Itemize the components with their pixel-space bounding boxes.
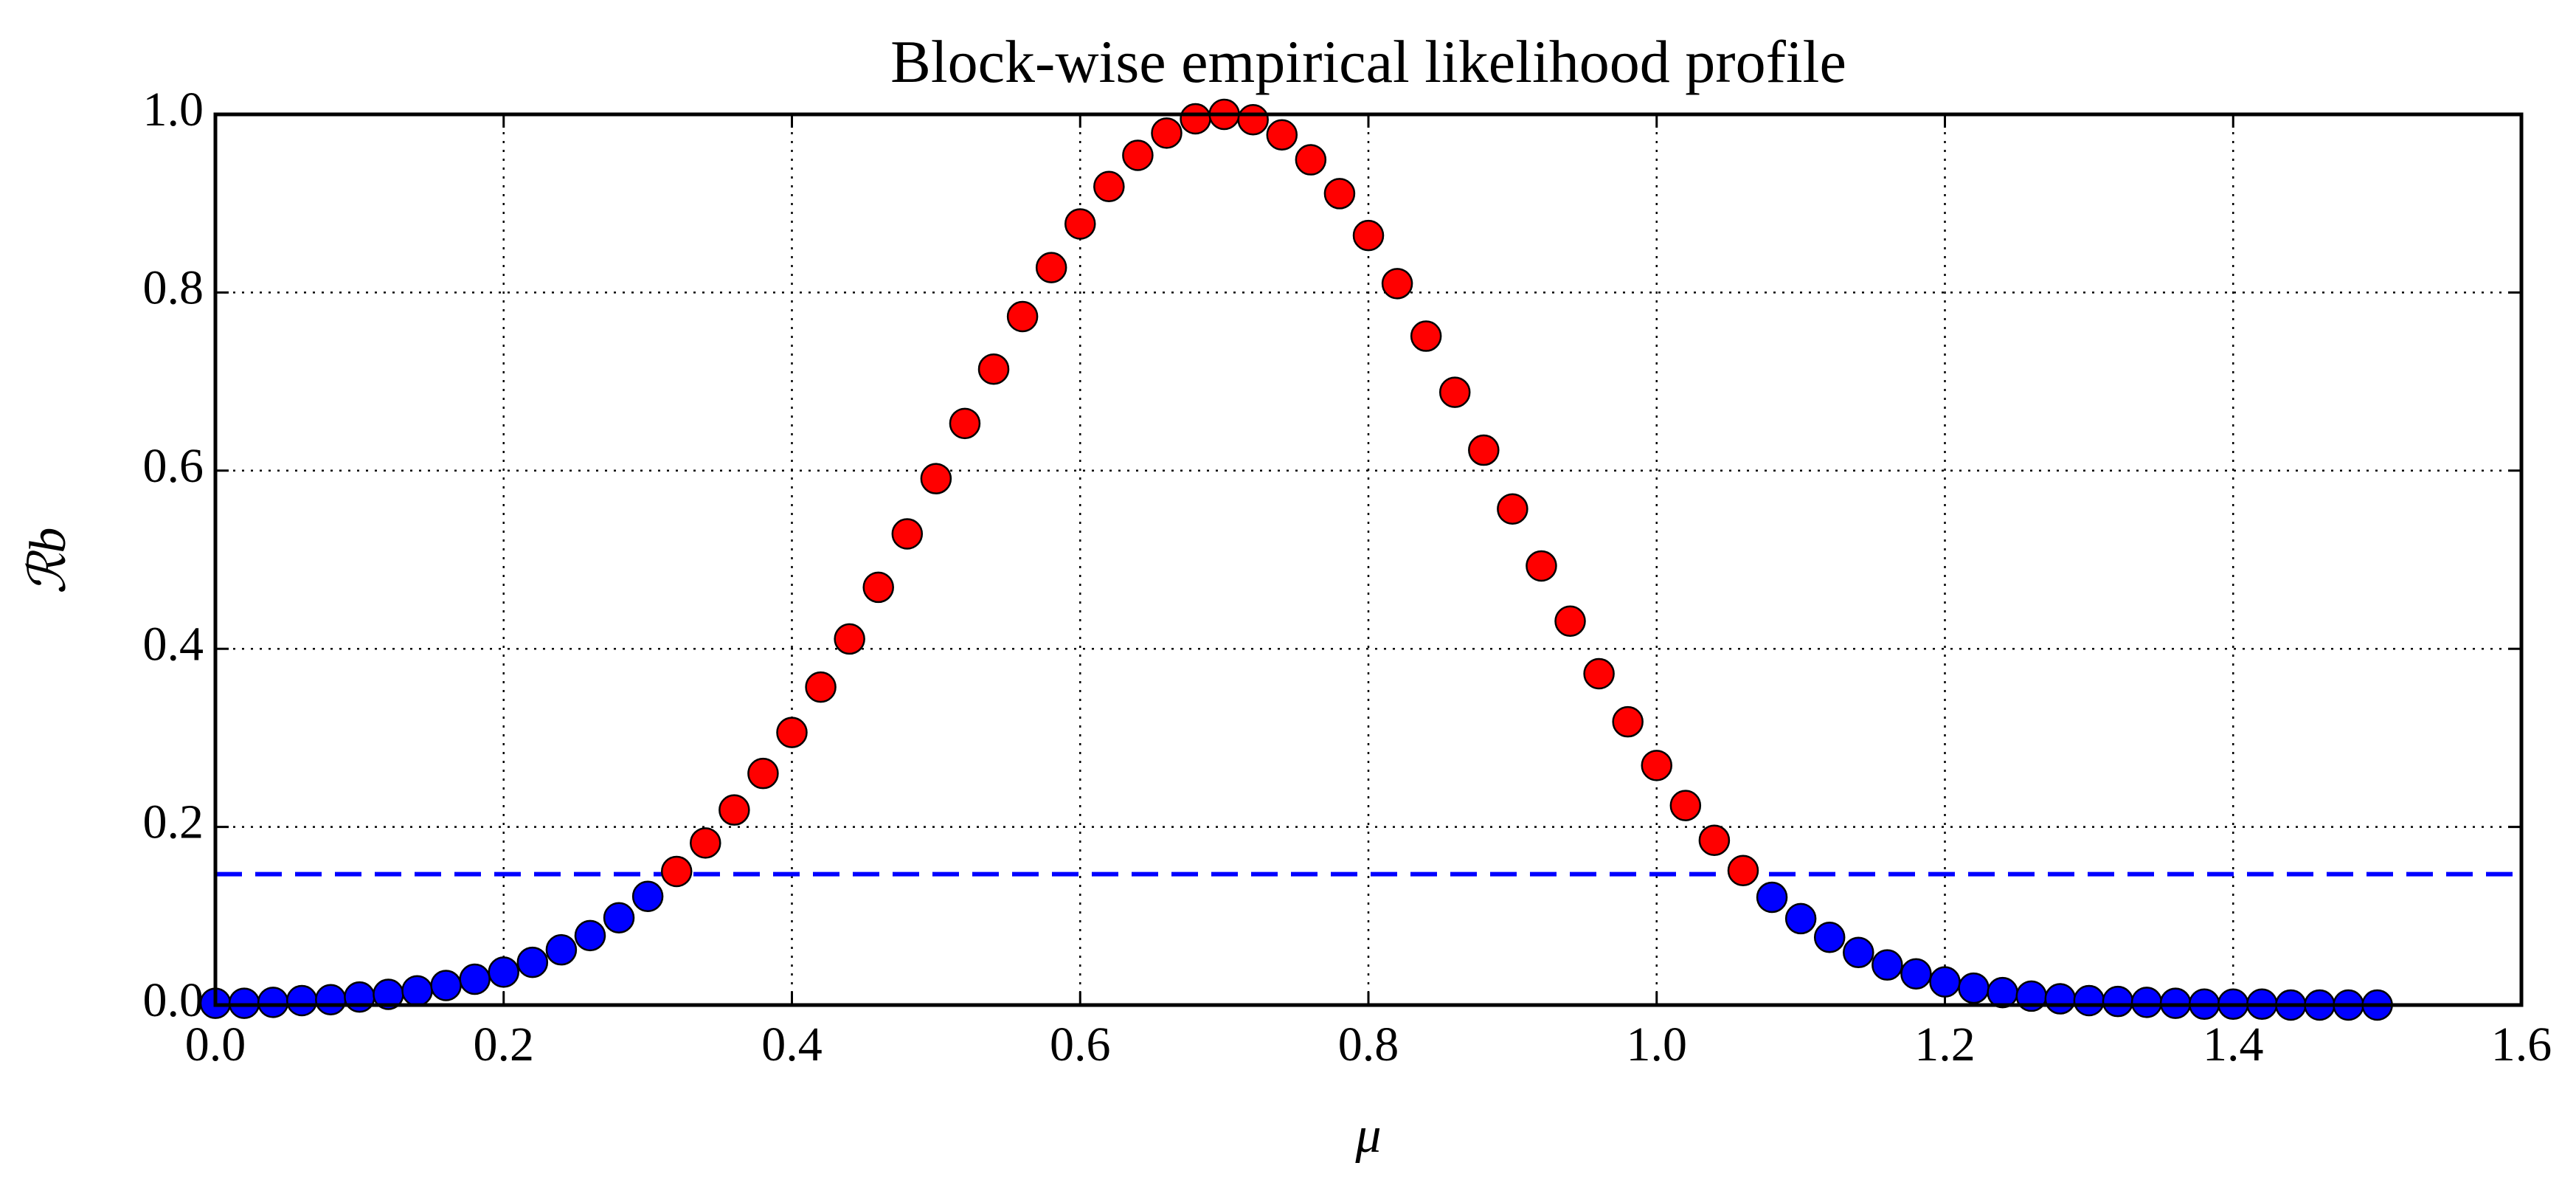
y-tick-label: 1.0 (143, 83, 204, 137)
x-tick-label: 0.6 (1050, 1018, 1111, 1071)
point (1526, 550, 1557, 582)
point (1641, 750, 1672, 781)
point (1497, 493, 1528, 525)
point (1554, 605, 1586, 638)
point (1237, 103, 1269, 136)
x-tick-label: 0.8 (1338, 1018, 1399, 1071)
point (1669, 790, 1702, 821)
point (805, 671, 837, 703)
point (2073, 984, 2105, 1017)
x-axis-label: μ (1354, 1107, 1381, 1164)
y-tick-label: 0.0 (143, 973, 204, 1027)
x-tick-label: 1.6 (2491, 1018, 2552, 1071)
point (344, 981, 375, 1013)
point (2102, 985, 2134, 1018)
point (1410, 320, 1442, 352)
y-tick-label: 0.8 (143, 261, 204, 315)
point (1381, 268, 1413, 300)
point (1122, 139, 1154, 171)
point (2130, 987, 2163, 1018)
plot-frame (213, 112, 2524, 1007)
point (1180, 103, 1211, 135)
point (1093, 170, 1125, 203)
point (430, 970, 462, 1001)
point (776, 717, 808, 748)
point (1064, 208, 1096, 240)
point (285, 984, 318, 1017)
point (747, 757, 779, 790)
point (574, 919, 606, 952)
point (1151, 117, 1183, 149)
chart-title: Block-wise empirical likelihood profile (890, 28, 1846, 95)
x-tick-label: 1.0 (1627, 1018, 1688, 1071)
x-tick-label: 1.4 (2203, 1018, 2264, 1071)
point (1727, 855, 1759, 886)
point (257, 987, 289, 1018)
point (1958, 972, 1990, 1004)
point (1352, 219, 1385, 252)
point (891, 518, 924, 550)
x-tick-label: 1.2 (1914, 1018, 1976, 1071)
point (1756, 881, 1788, 914)
point (545, 933, 578, 966)
point (401, 975, 433, 1007)
point (631, 880, 664, 912)
point (719, 794, 750, 826)
point (1929, 966, 1961, 998)
x-tick-label: 0.4 (761, 1018, 823, 1071)
point (1323, 178, 1356, 210)
x-tick-label: 0.2 (474, 1018, 535, 1071)
y-tick-label: 0.2 (143, 795, 204, 849)
y-tick-label: 0.6 (143, 439, 204, 493)
point (516, 946, 549, 978)
point (1698, 824, 1731, 856)
point (1006, 300, 1039, 333)
point (488, 956, 519, 988)
point (862, 571, 894, 604)
point (690, 827, 721, 859)
point (1872, 949, 1903, 981)
point (1987, 976, 2018, 1009)
point (1266, 119, 1298, 151)
point (1813, 922, 1846, 953)
point (1843, 936, 1874, 969)
x-tick-label: 0.0 (185, 1018, 246, 1071)
point (1784, 902, 1817, 935)
point (660, 855, 693, 888)
y-tick-label: 0.4 (143, 617, 204, 671)
point (977, 353, 1010, 385)
point (1900, 958, 1932, 990)
point (1438, 376, 1471, 408)
point (920, 463, 952, 494)
point (1612, 705, 1644, 738)
point (1295, 144, 1327, 176)
point (1035, 252, 1067, 283)
point (1468, 434, 1500, 466)
y-axis-label: ℛb (20, 528, 77, 595)
point (2044, 983, 2077, 1015)
point (459, 963, 491, 995)
point (315, 984, 347, 1016)
point (603, 902, 635, 933)
point (834, 623, 865, 655)
point (949, 407, 981, 440)
point (1583, 657, 1615, 690)
